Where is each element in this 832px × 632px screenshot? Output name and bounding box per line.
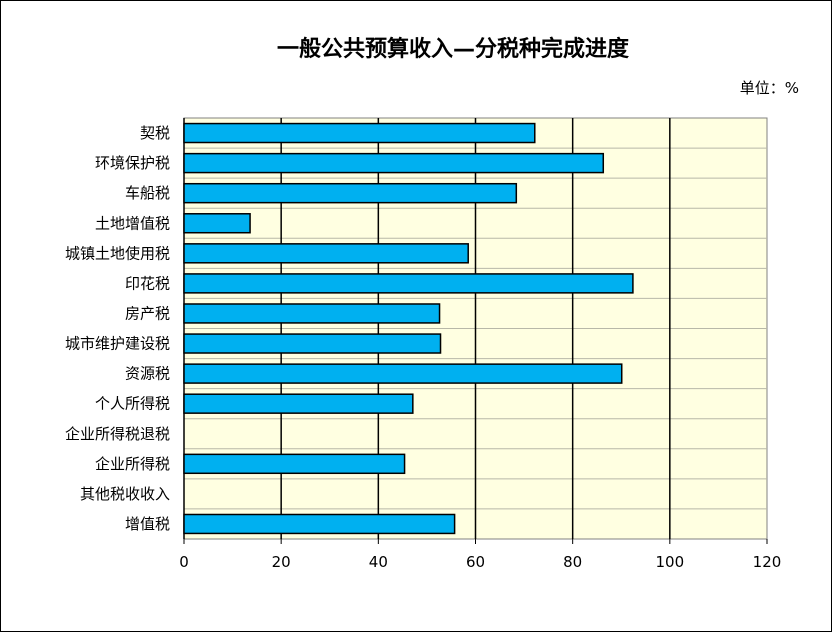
- category-label: 资源税: [125, 365, 170, 383]
- category-label: 企业所得税: [95, 455, 170, 473]
- x-tick-label: 20: [272, 553, 291, 571]
- category-label: 增值税: [125, 515, 170, 533]
- x-tick-label: 120: [753, 553, 782, 571]
- category-label: 房产税: [125, 304, 170, 322]
- category-label: 其他税收收入: [80, 485, 170, 503]
- category-label: 个人所得税: [95, 395, 170, 413]
- x-tick-label: 80: [563, 553, 582, 571]
- bar: [183, 152, 605, 174]
- bar: [183, 453, 406, 475]
- bar: [183, 182, 518, 204]
- x-tick-label: 60: [466, 553, 485, 571]
- x-axis-ticks: 0 20 40 60 80 100 120: [179, 539, 781, 571]
- category-label: 契税: [140, 124, 170, 142]
- category-label: 土地增值税: [95, 214, 170, 232]
- category-label: 城镇土地使用税: [65, 244, 170, 262]
- category-label: 环境保护税: [95, 154, 170, 172]
- bar: [183, 303, 441, 324]
- category-labels: 契税环境保护税车船税土地增值税城镇土地使用税印花税房产税城市维护建设税资源税个人…: [65, 124, 170, 533]
- bar: [183, 213, 251, 234]
- x-tick-label: 100: [656, 553, 685, 571]
- category-label: 企业所得税退税: [65, 425, 170, 443]
- bar: [183, 273, 634, 294]
- bars: [183, 122, 634, 535]
- bar: [183, 393, 414, 414]
- category-label: 车船税: [125, 184, 170, 202]
- chart-title: 一般公共预算收入—分税种完成进度: [277, 36, 630, 62]
- bar: [183, 122, 536, 144]
- bar: [183, 333, 442, 354]
- x-tick-label: 40: [369, 553, 388, 571]
- category-label: 印花税: [125, 274, 170, 292]
- unit-label: 单位：%: [740, 79, 799, 97]
- bar: [183, 513, 456, 535]
- x-tick-label: 0: [179, 553, 189, 571]
- bar: [183, 363, 623, 384]
- category-label: 城市维护建设税: [65, 335, 170, 353]
- bar: [183, 243, 469, 264]
